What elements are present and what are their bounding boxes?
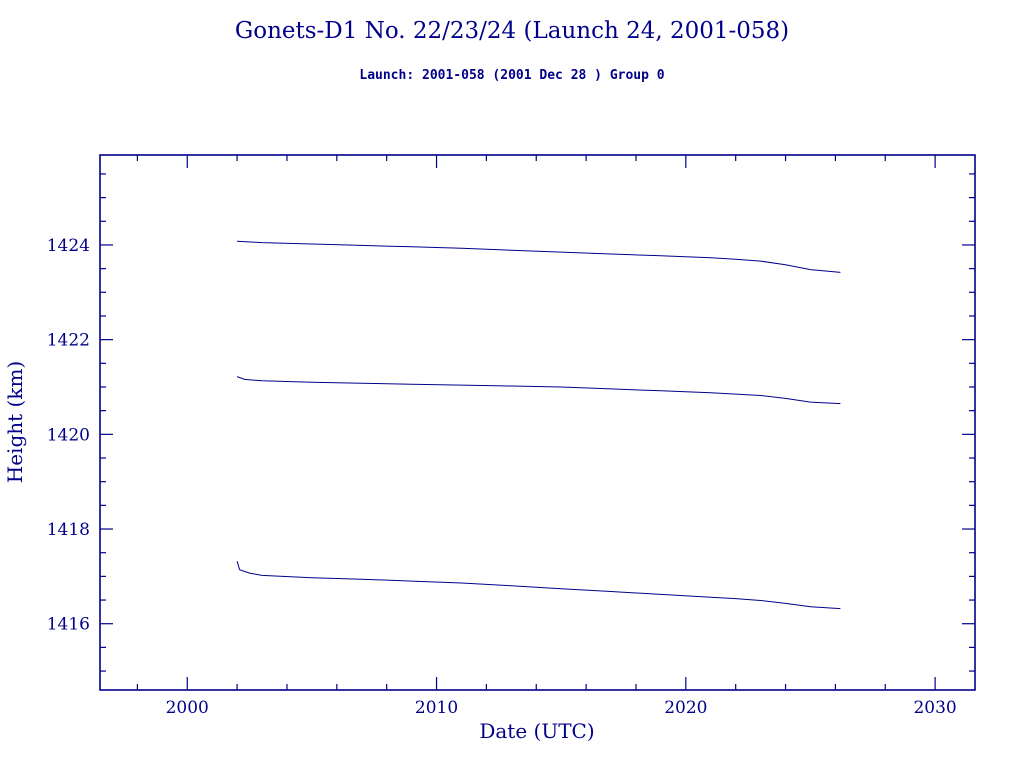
x-axis-label: Date (UTC) — [479, 719, 594, 743]
series-upper-line — [237, 240, 841, 273]
plot-frame — [99, 154, 976, 691]
y-axis-label: Height (km) — [3, 361, 27, 483]
tick-label: 2030 — [913, 698, 956, 718]
tick-label: 1422 — [47, 331, 90, 351]
series-lower-line — [236, 561, 841, 610]
chart-subtitle: Launch: 2001-058 (2001 Dec 28 ) Group 0 — [359, 68, 664, 83]
axis-tick-labels: 2000 2010 2020 2030 1416 1418 1420 1422 1424 — [47, 236, 957, 718]
data-series — [236, 240, 841, 610]
chart-title: Gonets-D1 No. 22/23/24 (Launch 24, 2001-… — [235, 18, 789, 44]
tick-label: 1420 — [47, 425, 90, 445]
tick-label: 2010 — [415, 698, 458, 718]
tick-label: 1418 — [47, 520, 90, 540]
tick-label: 2020 — [664, 698, 707, 718]
tick-label: 1416 — [47, 615, 90, 635]
tick-label: 1424 — [47, 236, 90, 256]
axis-ticks — [100, 155, 975, 690]
tick-label: 2000 — [166, 698, 209, 718]
series-middle-line — [236, 376, 841, 405]
